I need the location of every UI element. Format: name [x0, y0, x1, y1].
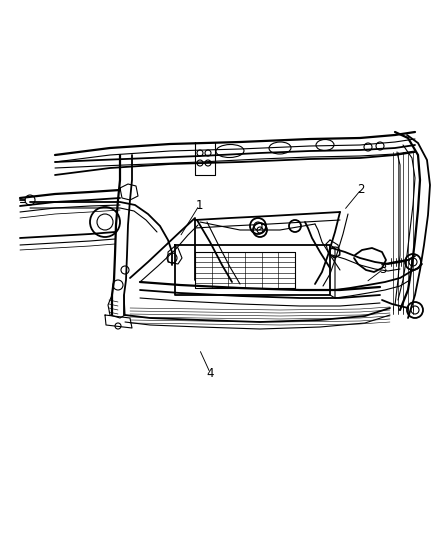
Text: 2: 2	[357, 183, 365, 196]
Circle shape	[254, 222, 262, 230]
Text: 3: 3	[380, 263, 387, 276]
Text: 4: 4	[206, 367, 214, 379]
Text: 1: 1	[195, 199, 203, 212]
